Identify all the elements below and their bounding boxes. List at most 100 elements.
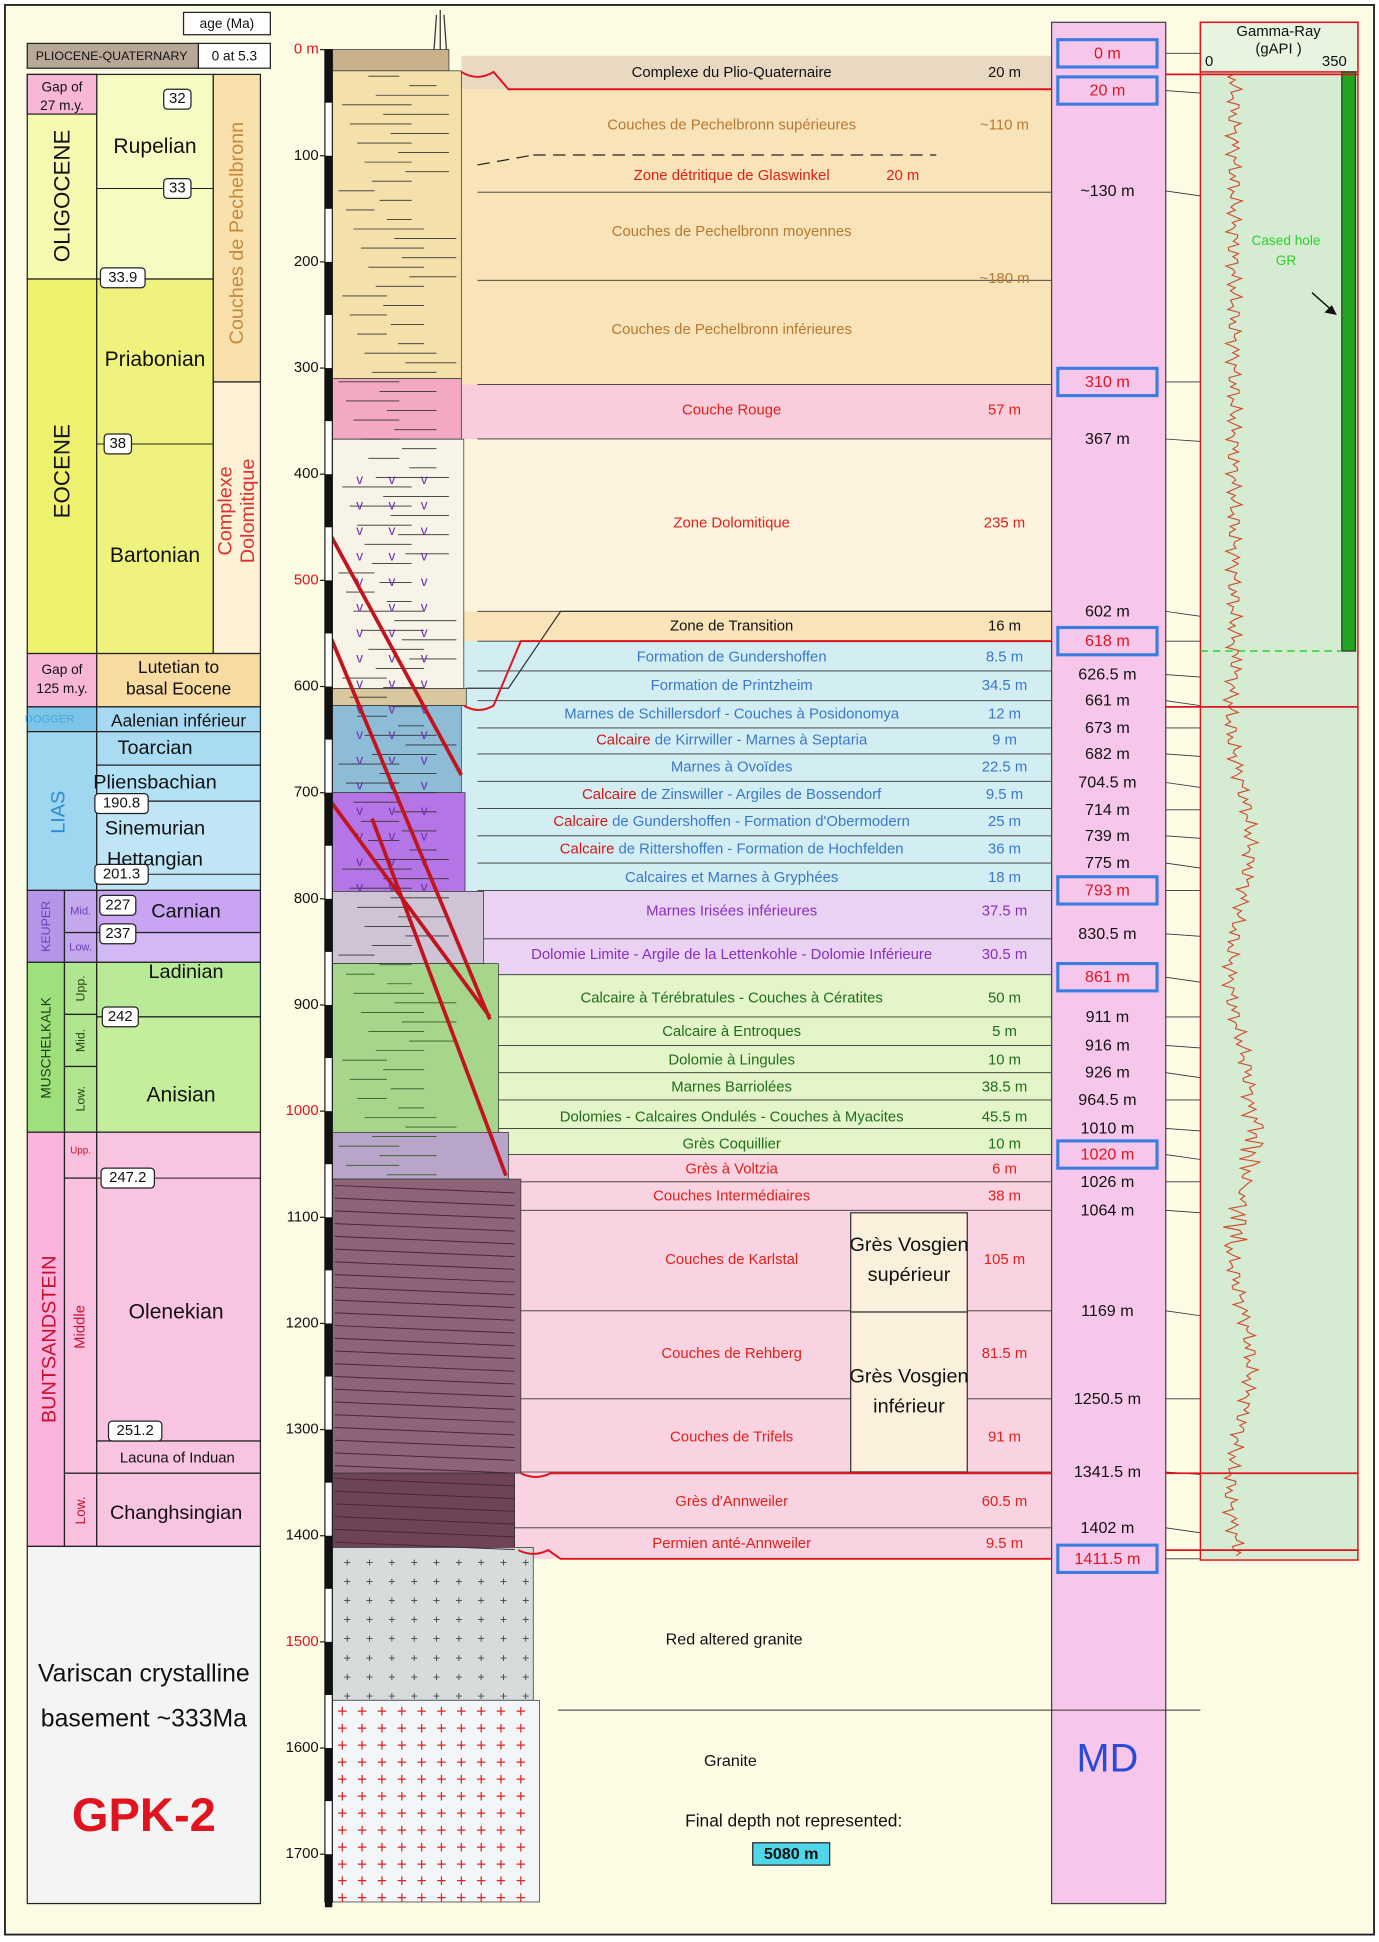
granite-symbol: +	[337, 1854, 347, 1874]
granite-symbol: +	[516, 1871, 526, 1891]
md-label: 682 m	[1085, 745, 1130, 763]
formation-thickness: 18 m	[988, 870, 1021, 886]
bedding	[334, 1184, 515, 1194]
formation-name: Couches de Pechelbronn moyennes	[612, 224, 852, 240]
depth-tick-label: 700	[294, 785, 319, 801]
ruler-segment	[324, 474, 333, 528]
md-link	[1165, 753, 1201, 757]
vosgien-label: supérieur	[868, 1264, 951, 1286]
depth-tick-label: 1400	[286, 1528, 319, 1544]
stage-label: Olenekian	[129, 1301, 224, 1324]
formation-thickness: 34.5 m	[982, 678, 1027, 694]
formation-thickness: 38.5 m	[982, 1080, 1027, 1096]
formation-thickness: 5 m	[992, 1024, 1017, 1040]
granite-symbol: +	[411, 1670, 418, 1684]
granite-symbol: +	[357, 1888, 367, 1908]
granite-symbol: +	[366, 1651, 373, 1665]
gamma-panel	[1199, 21, 1359, 1561]
granite-symbol: +	[357, 1769, 367, 1789]
lithology	[331, 963, 499, 1133]
granite-symbol: +	[522, 1651, 529, 1665]
ruler-segment	[324, 49, 333, 103]
gap-label: 27 m.y.	[40, 98, 84, 113]
age-header: age (Ma)	[200, 16, 255, 31]
granite-symbol: +	[455, 1593, 462, 1607]
granite-symbol: +	[455, 1632, 462, 1646]
formation-band	[461, 384, 1052, 439]
chrono-cell	[63, 1177, 98, 1474]
dolomite-symbol: v	[421, 574, 428, 589]
md-link	[1165, 782, 1201, 788]
bedding	[334, 1210, 515, 1219]
granite-symbol: +	[344, 1593, 351, 1607]
granite-symbol: +	[516, 1701, 526, 1721]
formation-thickness: 22.5 m	[982, 760, 1027, 776]
stage-label: Anisian	[146, 1084, 215, 1107]
lithology	[331, 1178, 522, 1474]
final-depth: 5080 m	[764, 1845, 819, 1863]
granite-symbol: +	[433, 1574, 440, 1588]
dolomite-symbol: v	[356, 523, 363, 538]
granite-symbol: +	[456, 1871, 466, 1891]
formation-thickness: ~110 m	[980, 117, 1029, 133]
formation-thickness: 8.5 m	[986, 649, 1023, 665]
granite-symbol: +	[496, 1701, 506, 1721]
granite-symbol: +	[456, 1888, 466, 1908]
formation-thickness: 235 m	[984, 515, 1025, 531]
dolomite-symbol: v	[388, 829, 395, 844]
depth-tick-label: 1000	[286, 1103, 319, 1119]
formation-name: Couches de Pechelbronn inférieures	[611, 322, 852, 338]
dolomite-symbol: v	[421, 829, 428, 844]
md-label: 830.5 m	[1078, 925, 1136, 943]
formation-thickness: 60.5 m	[982, 1494, 1027, 1510]
age-box	[101, 1006, 139, 1028]
granite-symbol: +	[411, 1613, 418, 1627]
granite-symbol: +	[357, 1854, 367, 1874]
formation-highlight: Calcaire	[582, 787, 637, 803]
dolomite-symbol: v	[388, 803, 395, 818]
granite-symbol: +	[377, 1871, 387, 1891]
formation-name: Permien anté-Annweiler	[652, 1536, 811, 1552]
ruler-segment	[324, 1748, 333, 1802]
granite-symbol: +	[516, 1769, 526, 1789]
granite-symbol: +	[388, 1593, 395, 1607]
granite-symbol: +	[476, 1871, 486, 1891]
subdivision-label: Middle	[73, 1305, 89, 1349]
granite-symbol: +	[516, 1752, 526, 1772]
age-box	[107, 1420, 163, 1442]
formation-thickness: 91 m	[988, 1429, 1021, 1445]
formation-band	[461, 89, 1052, 385]
stage-label: Lacuna of Induan	[120, 1450, 235, 1466]
subdivision-label: Upp.	[74, 975, 88, 1001]
granite-symbol: +	[476, 1854, 486, 1874]
dolomite-symbol: v	[356, 650, 363, 665]
vosgien-box	[850, 1311, 968, 1473]
age-box	[99, 894, 137, 916]
granite-symbol: +	[436, 1735, 446, 1755]
dolomite-symbol: v	[421, 803, 428, 818]
series-label: OLIGOCENE	[50, 130, 75, 263]
formation-thickness: 9.5 m	[986, 787, 1023, 803]
granite-symbol: +	[436, 1871, 446, 1891]
granite-symbol: +	[476, 1820, 486, 1840]
granite-symbol: +	[436, 1752, 446, 1772]
bedding	[334, 1274, 515, 1283]
granite-symbol: +	[455, 1651, 462, 1665]
granite-symbol: +	[344, 1613, 351, 1627]
formation-thickness: 9 m	[992, 732, 1017, 748]
granite-symbol: +	[496, 1803, 506, 1823]
dolomite-symbol: v	[421, 599, 428, 614]
bedding	[334, 1261, 515, 1270]
granite-symbol: +	[476, 1837, 486, 1857]
formation-name: Couches de Karlstal	[665, 1252, 798, 1268]
dolomite-symbol: v	[356, 778, 363, 793]
formation-thickness: 36 m	[988, 841, 1021, 857]
granite-symbol: +	[516, 1803, 526, 1823]
chrono-cell	[26, 73, 98, 115]
ruler-segment	[324, 1323, 333, 1377]
lithology	[331, 438, 465, 690]
md-link	[1165, 90, 1201, 94]
granite-symbol: +	[456, 1803, 466, 1823]
granite-symbol: +	[357, 1820, 367, 1840]
granite-symbol: +	[337, 1752, 347, 1772]
